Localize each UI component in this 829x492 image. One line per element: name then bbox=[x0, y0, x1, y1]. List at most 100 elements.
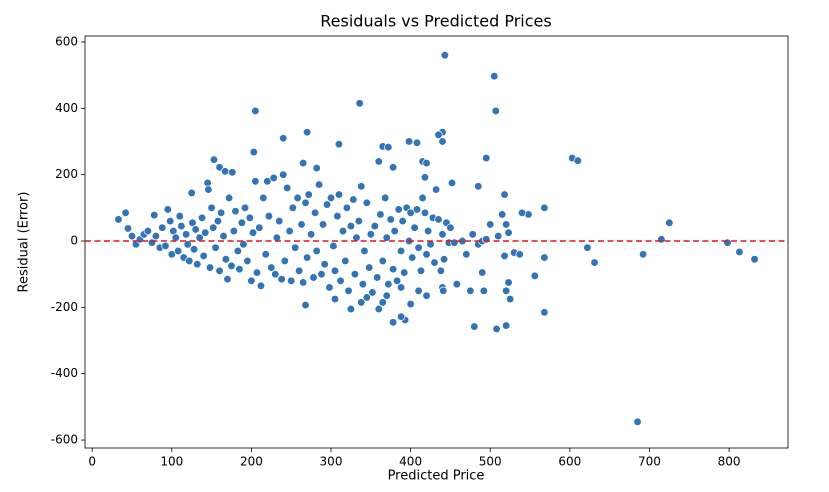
scatter-point bbox=[502, 286, 511, 295]
scatter-point bbox=[320, 260, 329, 269]
scatter-point bbox=[422, 158, 431, 168]
scatter-point bbox=[412, 205, 422, 214]
x-tick-label: 300 bbox=[320, 455, 343, 469]
scatter-point bbox=[590, 258, 599, 267]
scatter-point bbox=[220, 167, 230, 176]
y-tick-label: 200 bbox=[55, 167, 78, 181]
scatter-point bbox=[665, 218, 674, 227]
scatter-point bbox=[735, 247, 744, 257]
scatter-point bbox=[312, 246, 321, 256]
scatter-point bbox=[362, 293, 371, 302]
scatter-point bbox=[410, 223, 419, 232]
scatter-point bbox=[336, 276, 345, 285]
scatter-point bbox=[215, 266, 224, 276]
scatter-point bbox=[325, 283, 334, 292]
scatter-point bbox=[344, 286, 353, 295]
scatter-point bbox=[279, 134, 288, 143]
scatter-point bbox=[277, 275, 286, 284]
scatter-point bbox=[275, 216, 284, 226]
scatter-point bbox=[302, 253, 312, 262]
scatter-point bbox=[378, 256, 387, 266]
scatter-point bbox=[263, 177, 272, 186]
y-tick-label: -400 bbox=[51, 366, 78, 380]
scatter-point bbox=[251, 177, 260, 186]
scatter-point bbox=[365, 263, 374, 272]
scatter-point bbox=[240, 203, 250, 212]
x-tick-label: 800 bbox=[718, 455, 741, 469]
scatter-point bbox=[197, 213, 207, 222]
scatter-point bbox=[422, 291, 431, 300]
scatter-point bbox=[341, 256, 350, 266]
scatter-point bbox=[279, 170, 288, 179]
scatter-point bbox=[638, 250, 648, 259]
scatter-point bbox=[301, 300, 310, 310]
scatter-point bbox=[382, 291, 391, 300]
x-tick-label: 200 bbox=[240, 455, 263, 469]
scatter-point bbox=[318, 220, 328, 229]
scatter-point bbox=[298, 158, 308, 168]
scatter-point bbox=[161, 241, 170, 251]
scatter-point bbox=[199, 251, 208, 261]
scatter-point bbox=[330, 266, 340, 276]
y-tick-label: -600 bbox=[51, 433, 78, 447]
scatter-point bbox=[237, 218, 246, 227]
scatter-point bbox=[416, 266, 426, 276]
scatter-point bbox=[438, 137, 447, 146]
scatter-point bbox=[338, 226, 348, 236]
x-tick-label: 700 bbox=[638, 455, 661, 469]
scatter-point bbox=[396, 283, 406, 292]
scatter-point bbox=[414, 243, 423, 252]
scatter-point bbox=[412, 138, 422, 147]
scatter-point bbox=[422, 250, 431, 259]
scatter-point bbox=[479, 286, 489, 295]
scatter-point bbox=[396, 246, 406, 256]
scatter-point bbox=[438, 230, 447, 239]
axes-frame bbox=[84, 35, 789, 449]
scatter-point bbox=[207, 203, 216, 212]
scatter-point bbox=[280, 256, 289, 266]
scatter-point bbox=[249, 147, 258, 157]
scatter-point bbox=[450, 238, 459, 247]
scatter-point bbox=[357, 298, 366, 307]
y-tick-label: 400 bbox=[55, 101, 78, 115]
scatter-point bbox=[420, 173, 430, 182]
scatter-point bbox=[388, 163, 398, 172]
scatter-point bbox=[394, 205, 403, 214]
scatter-point bbox=[408, 253, 417, 262]
scatter-point bbox=[357, 182, 366, 191]
scatter-point bbox=[211, 243, 220, 252]
scatter-point bbox=[478, 268, 487, 277]
scatter-point bbox=[301, 198, 310, 208]
scatter-point bbox=[431, 185, 441, 194]
scatter-point bbox=[380, 193, 390, 203]
scatter-point bbox=[362, 198, 371, 208]
x-tick-label: 400 bbox=[399, 455, 422, 469]
scatter-point bbox=[349, 195, 358, 204]
scatter-point bbox=[251, 106, 260, 116]
scatter-point bbox=[334, 190, 344, 199]
scatter-point bbox=[205, 263, 215, 272]
scatter-point bbox=[573, 156, 582, 165]
scatter-point bbox=[247, 276, 256, 285]
scatter-point bbox=[530, 271, 539, 280]
scatter-point bbox=[147, 238, 157, 247]
scatter-point bbox=[392, 276, 402, 285]
scatter-point bbox=[346, 221, 356, 231]
scatter-point bbox=[370, 221, 379, 231]
scatter-point bbox=[502, 220, 511, 229]
y-axis-label: Residual (Error) bbox=[17, 192, 32, 293]
scatter-point bbox=[374, 304, 383, 314]
scatter-point bbox=[368, 288, 377, 297]
scatter-point bbox=[423, 226, 433, 236]
scatter-point bbox=[302, 128, 312, 137]
scatter-point bbox=[430, 258, 439, 267]
scatter-point bbox=[400, 268, 409, 277]
scatter-point bbox=[191, 225, 200, 234]
scatter-point bbox=[175, 211, 184, 221]
x-axis-label: Predicted Price bbox=[388, 469, 485, 484]
scatter-point bbox=[390, 226, 399, 236]
scatter-point bbox=[723, 238, 732, 247]
scatter-point bbox=[482, 153, 491, 163]
